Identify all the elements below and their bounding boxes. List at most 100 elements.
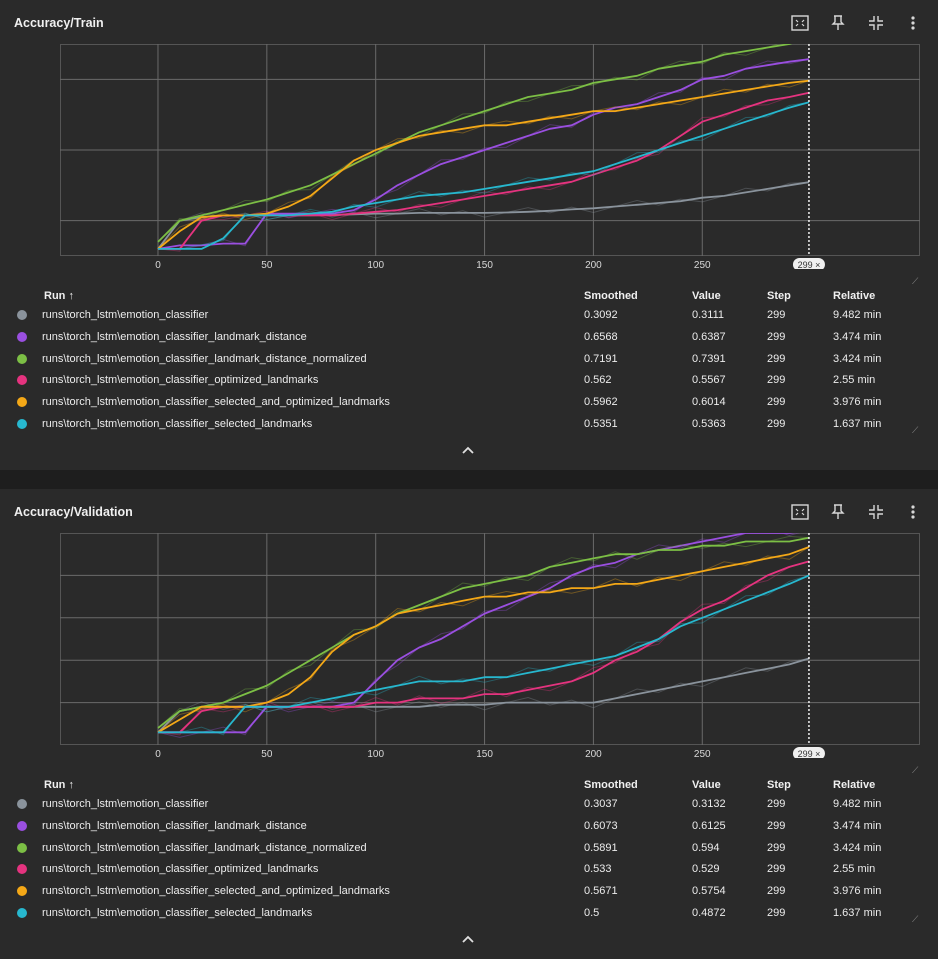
run-name: runs\torch_lstm\emotion_classifier [42,309,209,321]
table-row[interactable]: runs\torch_lstm\emotion_classifier_selec… [0,414,938,436]
series-raw-line [157,560,810,736]
line-chart-validation[interactable]: 0.20.30.40.5050100150200250299 × [60,533,920,758]
run-name: runs\torch_lstm\emotion_classifier_optim… [42,863,319,876]
run-name: runs\torch_lstm\emotion_classifier_optim… [42,374,319,387]
table-row[interactable]: runs\torch_lstm\emotion_classifier 0.303… [0,794,938,816]
legend-header: Run ↑ Smoothed Value Step Relative [0,779,938,793]
column-step[interactable]: Step [767,290,791,302]
line-chart-train[interactable]: 0.20.40.6050100150200250299 × [60,44,920,269]
series-line [157,536,810,729]
smoothed-value: 0.3037 [584,798,618,810]
x-tick-label: 200 [585,260,602,269]
series-raw-line [157,58,810,251]
run-name: runs\torch_lstm\emotion_classifier_selec… [42,396,390,409]
column-run[interactable]: Run ↑ [44,290,74,302]
collapse-icon[interactable] [864,501,888,523]
pin-icon[interactable] [826,12,850,34]
step-value: 299 [767,906,786,919]
table-row[interactable]: runs\torch_lstm\emotion_classifier 0.309… [0,305,938,327]
smoothed-value: 0.5962 [584,396,618,409]
resize-handle[interactable]: ⟋ [912,425,919,435]
table-row[interactable]: runs\torch_lstm\emotion_classifier_selec… [0,392,938,414]
more-vert-icon[interactable] [901,12,925,34]
smoothed-value: 0.7191 [584,352,618,365]
column-relative[interactable]: Relative [833,779,876,791]
relative-time: 3.424 min [833,841,882,854]
x-tick-label: 150 [476,260,493,269]
fullscreen-icon[interactable] [788,12,812,34]
collapse-icon[interactable] [864,12,888,34]
table-row[interactable]: runs\torch_lstm\emotion_classifier_landm… [0,838,938,860]
series-color-dot [17,353,27,364]
run-name: runs\torch_lstm\emotion_classifier_landm… [42,819,307,832]
series-color-dot [17,799,27,809]
step-badge-label: 299 × [798,260,821,269]
step-badge-label: 299 × [798,749,821,758]
step-value: 299 [767,396,786,409]
series-line [157,79,810,250]
table-row[interactable]: runs\torch_lstm\emotion_classifier_landm… [0,327,938,349]
series-color-dot [17,864,27,875]
resize-handle[interactable]: ⟋ [912,914,919,924]
step-value: 299 [767,417,786,430]
chevron-up-icon[interactable] [458,442,478,458]
relative-time: 2.55 min [833,863,876,876]
relative-time: 1.637 min [833,417,882,430]
smoothed-value: 0.5671 [584,885,618,898]
raw-value: 0.3132 [692,798,726,810]
chart-card-train: Accuracy/Train 0.20.40.60501001502002502… [0,0,938,470]
relative-time: 3.976 min [833,885,882,898]
resize-handle[interactable]: ⟋ [912,276,919,286]
smoothed-value: 0.5 [584,906,600,919]
more-vert-icon[interactable] [901,501,925,523]
relative-time: 9.482 min [833,309,882,321]
raw-value: 0.6014 [692,396,726,409]
x-tick-label: 250 [694,749,711,758]
chevron-up-icon[interactable] [458,931,478,947]
series-color-dot [17,331,27,342]
step-value: 299 [767,330,786,343]
column-value[interactable]: Value [692,290,721,302]
smoothed-value: 0.533 [584,863,612,876]
column-step[interactable]: Step [767,779,791,791]
run-name: runs\torch_lstm\emotion_classifier_landm… [42,841,367,854]
raw-value: 0.5754 [692,885,726,898]
legend-table: runs\torch_lstm\emotion_classifier 0.309… [0,305,938,436]
column-smoothed[interactable]: Smoothed [584,779,638,791]
column-value[interactable]: Value [692,779,721,791]
run-name: runs\torch_lstm\emotion_classifier_selec… [42,417,313,430]
smoothed-value: 0.5351 [584,417,618,430]
raw-value: 0.529 [692,863,720,876]
x-tick-label: 50 [261,749,273,758]
table-row[interactable]: runs\torch_lstm\emotion_classifier_landm… [0,816,938,838]
step-badge [792,258,825,269]
relative-time: 3.976 min [833,396,882,409]
table-row[interactable]: runs\torch_lstm\emotion_classifier_selec… [0,903,938,925]
x-tick-label: 250 [694,260,711,269]
table-row[interactable]: runs\torch_lstm\emotion_classifier_selec… [0,881,938,903]
column-relative[interactable]: Relative [833,290,876,302]
relative-time: 9.482 min [833,798,882,810]
table-row[interactable]: runs\torch_lstm\emotion_classifier_landm… [0,349,938,371]
x-tick-label: 50 [261,260,273,269]
table-row[interactable]: runs\torch_lstm\emotion_classifier_optim… [0,859,938,881]
series-color-dot [17,418,27,429]
step-value: 299 [767,798,786,810]
fullscreen-icon[interactable] [788,501,812,523]
series-line [158,101,810,250]
series-line [157,44,793,243]
series-raw-line [157,181,810,250]
smoothed-value: 0.6568 [584,330,618,343]
table-row[interactable]: runs\torch_lstm\emotion_classifier_optim… [0,370,938,392]
pin-icon[interactable] [826,501,850,523]
series-raw-line [157,658,810,733]
column-smoothed[interactable]: Smoothed [584,290,638,302]
relative-time: 3.424 min [833,352,882,365]
step-value: 299 [767,374,786,387]
column-run[interactable]: Run ↑ [44,779,74,791]
legend-header: Run ↑ Smoothed Value Step Relative [0,290,938,304]
run-name: runs\torch_lstm\emotion_classifier_landm… [42,352,367,365]
raw-value: 0.4872 [692,906,726,919]
resize-handle[interactable]: ⟋ [912,765,919,775]
x-tick-label: 0 [155,749,161,758]
